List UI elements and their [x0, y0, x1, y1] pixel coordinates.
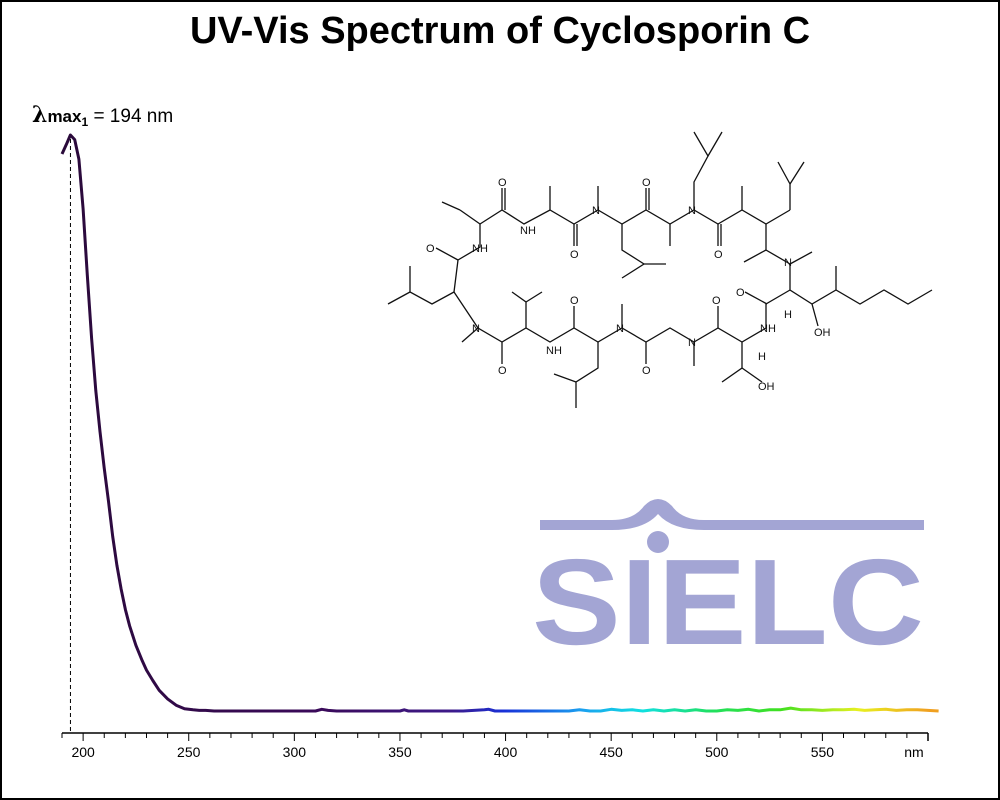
x-tick-label: 250 — [177, 744, 201, 760]
atom-label: O — [736, 287, 745, 299]
atom-label: O — [426, 243, 435, 255]
atom-label: O — [570, 295, 579, 307]
x-tick-label: 200 — [71, 744, 95, 760]
x-axis: 200 250 300 350 400 450 500 550 nm — [61, 139, 929, 760]
atom-label: O — [714, 249, 723, 261]
x-axis-unit-label: nm — [904, 744, 923, 760]
lambda-sub-max: max — [47, 107, 82, 126]
atom-label: NH — [546, 345, 562, 357]
atom-label: N — [688, 337, 696, 349]
atom-label: N — [472, 323, 480, 335]
x-tick-label: 500 — [705, 744, 729, 760]
atom-label: NH — [760, 323, 776, 335]
lambda-symbol: λ — [32, 102, 48, 128]
atom-label: NH — [472, 243, 488, 255]
atom-label: O — [498, 177, 507, 189]
sielc-logo: SIELC — [532, 499, 924, 670]
atom-label: NH — [520, 225, 536, 237]
chart-title: UV-Vis Spectrum of Cyclosporin C — [189, 10, 811, 52]
atom-label: N — [688, 205, 696, 217]
atom-label: N — [784, 257, 792, 269]
lambda-max-value: = 194 nm — [93, 106, 174, 127]
atom-label: O — [712, 295, 721, 307]
x-tick-label: 550 — [811, 744, 835, 760]
x-tick-label: 400 — [494, 744, 518, 760]
lambda-sub-index: 1 — [81, 115, 89, 129]
series-layer — [60, 133, 939, 713]
atom-label: N — [616, 323, 624, 335]
atom-label: H — [784, 309, 792, 321]
x-tick-label: 350 — [388, 744, 412, 760]
sielc-logo-mark — [540, 499, 924, 553]
atom-label: H — [758, 351, 766, 363]
atom-label: OH — [814, 327, 831, 339]
cyclosporin-structure — [387, 131, 933, 408]
absorbance-series-line — [60, 133, 939, 713]
atom-label: O — [498, 365, 507, 377]
lambda-max-annotation: λmax1 = 194 nm — [32, 102, 173, 129]
x-tick-label: 450 — [599, 744, 623, 760]
atom-label: O — [642, 177, 651, 189]
atom-label: O — [570, 249, 579, 261]
x-tick-label: 300 — [283, 744, 307, 760]
sielc-logo-text: SIELC — [532, 534, 924, 670]
atom-label: O — [642, 365, 651, 377]
atom-label: OH — [758, 381, 775, 393]
atom-label: N — [592, 205, 600, 217]
structure-labels: NH N NH O O O NH N O O O NH N H OH OH H … — [426, 177, 831, 393]
